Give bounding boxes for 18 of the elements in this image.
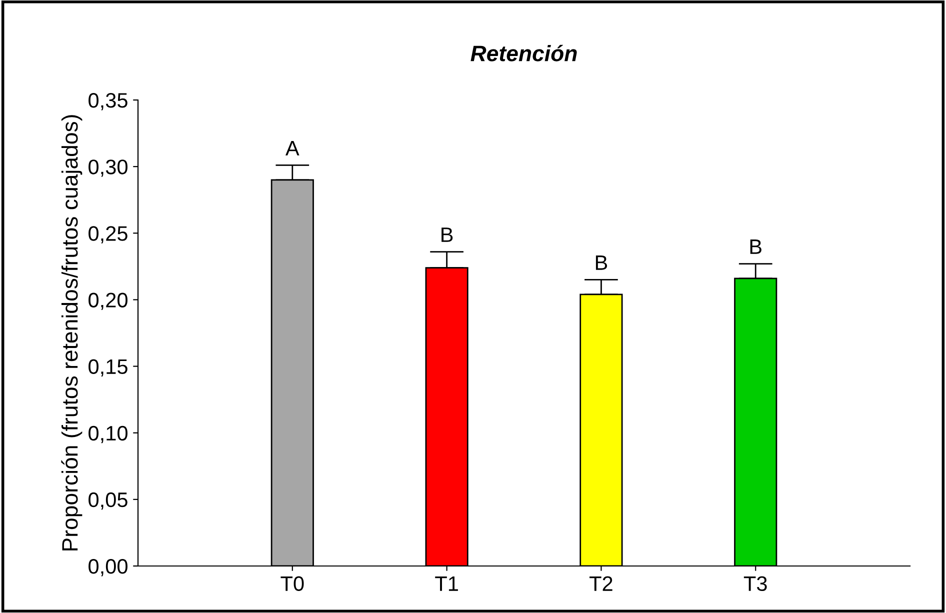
y-tick-label: 0,10 xyxy=(88,426,128,444)
x-tick-label: T3 xyxy=(744,576,767,592)
y-tick-label: 0,20 xyxy=(88,292,128,310)
annotation: B xyxy=(596,256,608,270)
y-tick-label: 0,00 xyxy=(88,559,128,576)
y-tick-label: 0,15 xyxy=(88,359,128,376)
annotation: B xyxy=(442,228,453,242)
annotation: B xyxy=(750,240,762,254)
x-tick-label: T0 xyxy=(280,576,304,592)
y-tick-label: 0,05 xyxy=(88,492,128,510)
x-tick-label: T1 xyxy=(435,576,458,591)
chart-title: Retención xyxy=(470,44,577,62)
y-axis-title: Proporción (frutos retenidos/frutos cuajados) xyxy=(61,115,82,550)
annotation: A xyxy=(285,141,300,156)
y-tick-label: 0,25 xyxy=(88,226,128,244)
y-tick-label: 0,30 xyxy=(88,160,128,177)
y-tick-label: 0,35 xyxy=(88,93,128,110)
x-tick-label: T2 xyxy=(590,576,612,591)
